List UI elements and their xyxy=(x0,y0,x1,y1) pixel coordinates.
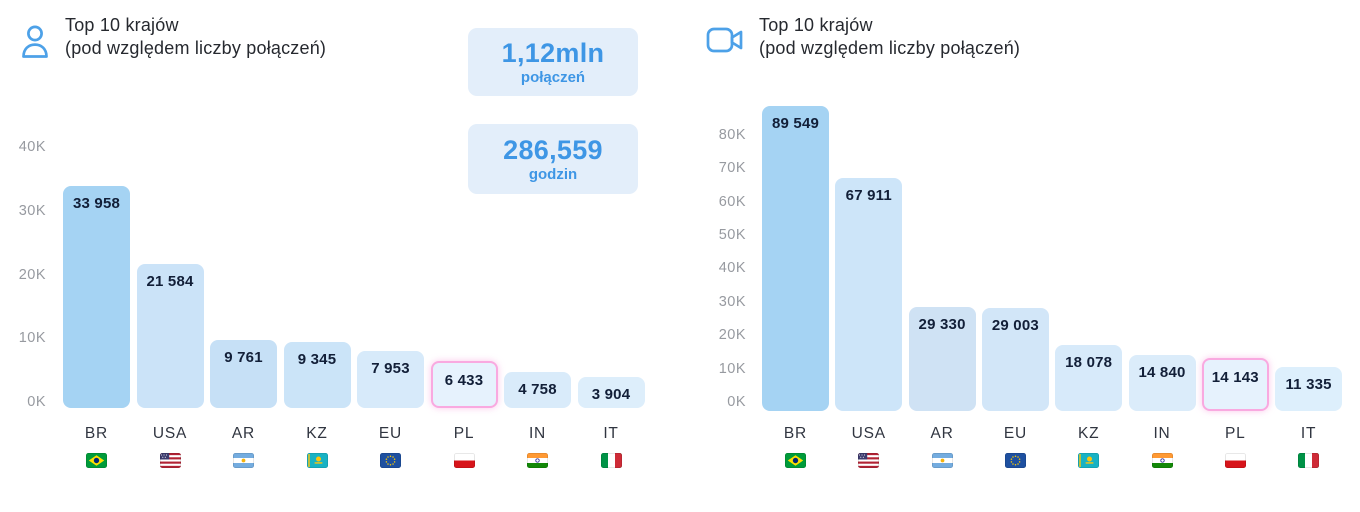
bar-br: 89 549 xyxy=(762,105,829,411)
flag-us-icon xyxy=(858,453,880,468)
y-axis-tick-80k: 80K xyxy=(718,126,746,143)
bar-pl: 6 433 xyxy=(430,360,498,408)
flag-eu-icon xyxy=(1004,453,1026,468)
video-camera-icon xyxy=(706,24,744,61)
bar-value-label: 29 003 xyxy=(991,317,1039,335)
x-axis-label-br: BR xyxy=(783,425,808,442)
bar-value-label: 9 345 xyxy=(297,351,337,369)
bar-value-label: 11 335 xyxy=(1285,376,1332,394)
left-chart-title-line2: (pod względem liczby połączeń) xyxy=(65,38,327,58)
flag-ar-icon xyxy=(931,453,953,468)
bar-it: 11 335 xyxy=(1275,367,1343,411)
right-chart-header: Top 10 krajów (pod względem liczby połąc… xyxy=(706,14,1146,61)
x-axis-label-in: IN xyxy=(1153,425,1171,442)
x-axis-label-usa: USA xyxy=(152,425,188,442)
bar-value-label: 9 761 xyxy=(224,348,263,366)
bar-value-label: 14 143 xyxy=(1211,368,1259,386)
bar-pl: 14 143 xyxy=(1201,357,1269,411)
x-axis-label-pl: PL xyxy=(453,425,475,442)
bar-ar: 29 330 xyxy=(908,307,976,411)
left-chart-header: Top 10 krajów (pod względem liczby połąc… xyxy=(20,14,440,65)
flag-br-icon xyxy=(86,453,108,468)
x-axis-label-br: BR xyxy=(84,425,109,442)
x-axis-label-pl: PL xyxy=(1225,425,1246,442)
bar-value-label: 29 330 xyxy=(918,316,966,334)
x-axis-label-kz: KZ xyxy=(1077,425,1100,442)
flag-kz-icon xyxy=(1078,453,1100,468)
bar-value-label: 21 584 xyxy=(146,273,194,291)
x-axis-label-in: IN xyxy=(528,425,547,442)
bar-value-label: 33 958 xyxy=(72,194,121,212)
bar-kz: 9 345 xyxy=(283,342,351,408)
y-axis-tick-70k: 70K xyxy=(718,160,746,177)
bar-value-label: 18 078 xyxy=(1065,353,1113,371)
y-axis-tick-60k: 60K xyxy=(718,193,746,210)
flag-kz-icon xyxy=(306,453,328,468)
flag-eu-icon xyxy=(380,453,402,468)
bar-value-label: 4 758 xyxy=(518,380,557,398)
right-chart-title-line1: Top 10 krajów xyxy=(759,15,873,35)
y-axis-tick-0k: 0K xyxy=(727,394,746,410)
stat-card-connections: 1,12mln połączeń xyxy=(468,28,638,96)
x-axis-label-ar: AR xyxy=(231,425,256,442)
bar-it: 3 904 xyxy=(577,377,645,408)
y-axis-tick-10k: 10K xyxy=(18,330,46,347)
bar-br: 33 958 xyxy=(63,185,130,408)
flag-in-icon xyxy=(1151,453,1173,468)
y-axis-tick-50k: 50K xyxy=(718,227,746,243)
flag-it-icon xyxy=(1298,453,1320,468)
y-axis-tick-10k: 10K xyxy=(718,360,746,377)
left-chart-title: Top 10 krajów (pod względem liczby połąc… xyxy=(65,14,326,60)
bar-value-label: 14 840 xyxy=(1138,364,1186,382)
x-axis-label-eu: EU xyxy=(1003,425,1027,442)
stat-hours-label: godzin xyxy=(528,166,578,183)
x-axis-label-kz: KZ xyxy=(306,425,328,442)
flag-in-icon xyxy=(527,453,549,468)
bar-eu: 29 003 xyxy=(981,308,1049,411)
y-axis-tick-20k: 20K xyxy=(18,266,46,283)
bar-value-label: 3 904 xyxy=(591,386,631,404)
bar-eu: 7 953 xyxy=(357,351,424,408)
flag-pl-icon xyxy=(453,453,475,468)
bar-usa: 21 584 xyxy=(136,264,204,408)
bar-in: 4 758 xyxy=(504,371,571,408)
y-axis-tick-40k: 40K xyxy=(18,139,46,155)
right-chart-title-line2: (pod względem liczby połączeń) xyxy=(759,38,1021,58)
x-axis-label-eu: EU xyxy=(378,425,403,442)
y-axis-tick-0k: 0K xyxy=(27,394,46,410)
flag-us-icon xyxy=(159,453,181,468)
bar-in: 14 840 xyxy=(1128,355,1196,411)
user-icon xyxy=(20,24,50,65)
left-chart-title-line1: Top 10 krajów xyxy=(65,15,179,35)
y-axis-tick-20k: 20K xyxy=(718,327,746,344)
flag-ar-icon xyxy=(233,453,255,468)
flag-pl-icon xyxy=(1224,453,1246,468)
x-axis-label-it: IT xyxy=(1300,425,1317,442)
bar-kz: 18 078 xyxy=(1055,344,1123,411)
y-axis-tick-30k: 30K xyxy=(18,202,46,219)
bar-value-label: 7 953 xyxy=(371,360,410,378)
x-axis-label-it: IT xyxy=(603,425,619,442)
flag-it-icon xyxy=(600,453,622,468)
right-chart-title: Top 10 krajów (pod względem liczby połąc… xyxy=(759,14,1020,60)
y-axis-tick-40k: 40K xyxy=(718,260,746,277)
stat-connections-value: 1,12mln xyxy=(501,38,605,68)
bar-ar: 9 761 xyxy=(210,339,277,408)
stat-hours-value: 286,559 xyxy=(503,135,603,165)
stat-connections-label: połączeń xyxy=(520,69,586,86)
stat-card-hours: 286,559 godzin xyxy=(468,124,638,194)
y-axis-tick-30k: 30K xyxy=(718,293,746,310)
x-axis-label-ar: AR xyxy=(930,425,954,442)
bar-value-label: 6 433 xyxy=(444,371,484,389)
flag-br-icon xyxy=(785,453,807,468)
x-axis-label-usa: USA xyxy=(851,425,886,442)
bar-value-label: 89 549 xyxy=(771,114,820,132)
bar-value-label: 67 911 xyxy=(845,187,892,205)
bar-usa: 67 911 xyxy=(835,178,903,411)
